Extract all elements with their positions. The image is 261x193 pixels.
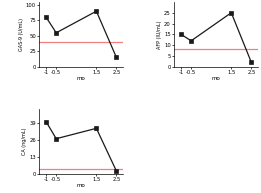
X-axis label: mo: mo: [212, 76, 221, 81]
Y-axis label: GAS-9 (U/mL): GAS-9 (U/mL): [19, 18, 24, 51]
Y-axis label: AFP (IU/mL): AFP (IU/mL): [157, 20, 162, 49]
X-axis label: mo: mo: [77, 76, 86, 81]
X-axis label: mo: mo: [77, 183, 86, 188]
Y-axis label: CA (ng/mL): CA (ng/mL): [22, 128, 27, 155]
